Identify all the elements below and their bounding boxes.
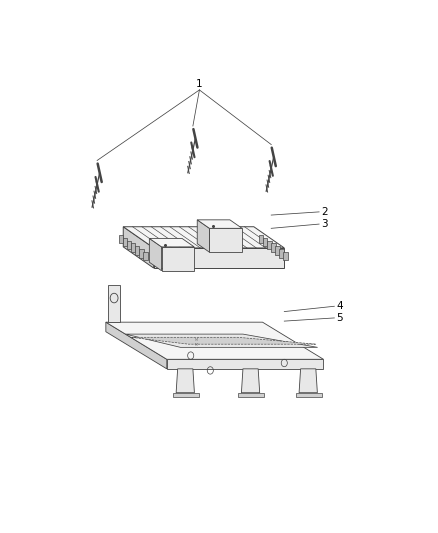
- Polygon shape: [162, 247, 194, 271]
- Polygon shape: [131, 337, 316, 344]
- Polygon shape: [123, 227, 154, 268]
- Text: 5: 5: [336, 313, 343, 323]
- Polygon shape: [173, 393, 199, 397]
- Polygon shape: [176, 369, 194, 393]
- Text: M
M: M M: [195, 338, 198, 347]
- Text: 4: 4: [336, 301, 343, 311]
- Polygon shape: [241, 369, 260, 393]
- Polygon shape: [271, 244, 276, 252]
- Polygon shape: [106, 322, 323, 359]
- Polygon shape: [123, 238, 127, 246]
- Polygon shape: [131, 244, 135, 252]
- Text: 2: 2: [321, 207, 328, 217]
- Polygon shape: [108, 285, 120, 322]
- Polygon shape: [283, 252, 288, 260]
- Text: 1: 1: [196, 78, 203, 88]
- Polygon shape: [123, 227, 284, 248]
- Polygon shape: [238, 393, 264, 397]
- Polygon shape: [263, 238, 268, 246]
- Polygon shape: [149, 238, 162, 271]
- Polygon shape: [197, 220, 242, 228]
- Polygon shape: [299, 369, 318, 393]
- Polygon shape: [209, 228, 242, 252]
- Polygon shape: [276, 246, 279, 255]
- Polygon shape: [279, 249, 284, 257]
- Polygon shape: [154, 248, 284, 268]
- Polygon shape: [149, 238, 194, 247]
- Polygon shape: [259, 235, 263, 244]
- Polygon shape: [143, 252, 148, 260]
- Polygon shape: [139, 249, 144, 257]
- Polygon shape: [125, 334, 318, 348]
- Text: 3: 3: [321, 219, 328, 229]
- Polygon shape: [135, 246, 139, 255]
- Polygon shape: [167, 359, 323, 369]
- Polygon shape: [127, 240, 131, 249]
- Polygon shape: [197, 220, 209, 252]
- Polygon shape: [106, 322, 167, 369]
- Polygon shape: [267, 240, 272, 249]
- Polygon shape: [296, 393, 322, 397]
- Polygon shape: [119, 235, 123, 244]
